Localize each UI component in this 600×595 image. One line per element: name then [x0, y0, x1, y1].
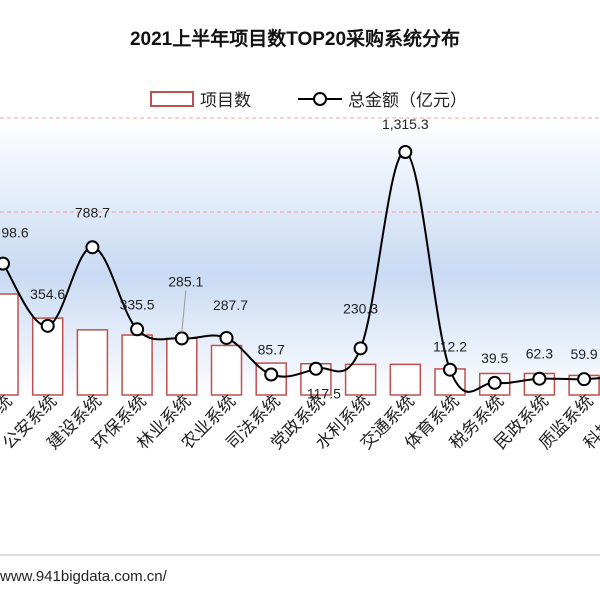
data-label-13: 59.9 [570, 346, 597, 362]
x-ticks-group: 统公安系统建设系统环保系统林业系统农业系统司法系统党政系统水利系统交通系统体育系… [0, 391, 600, 453]
amount-point-7 [308, 361, 323, 376]
amount-point-12 [532, 371, 547, 386]
legend: 项目数 总金额（亿元） [150, 91, 467, 110]
amount-point-6 [264, 367, 279, 382]
data-label-7: 117.5 [307, 386, 341, 402]
amount-point-2 [85, 240, 100, 255]
legend-line-label: 总金额（亿元） [348, 91, 467, 110]
data-label-11: 39.5 [481, 350, 508, 366]
amount-point-4 [174, 331, 189, 346]
data-label-12: 62.3 [526, 346, 553, 362]
data-label-10: 112.2 [433, 339, 467, 355]
bar-2 [76, 329, 109, 396]
legend-line-marker [313, 92, 327, 106]
source-url: www.941bigdata.com.cn/ [0, 568, 167, 585]
legend-bar-label: 项目数 [200, 91, 251, 110]
amount-point-8 [353, 341, 368, 356]
data-label-2: 788.7 [75, 204, 110, 220]
data-label-0: 98.6 [1, 225, 28, 241]
amount-point-11 [487, 375, 502, 390]
label-leader-line [181, 290, 187, 333]
amount-point-0 [0, 256, 10, 271]
line-group [0, 145, 600, 393]
bar-8 [344, 363, 377, 396]
amount-point-5 [219, 330, 234, 345]
data-label-6: 85.7 [258, 341, 285, 357]
data-label-1: 354.6 [30, 286, 65, 302]
amount-point-13 [577, 372, 592, 387]
amount-point-3 [130, 322, 145, 337]
data-label-5: 287.7 [213, 297, 248, 313]
amount-point-1 [40, 318, 55, 333]
bar-4 [166, 337, 198, 396]
chart-title: 2021上半年项目数TOP20采购系统分布 [130, 27, 460, 50]
data-labels-group: 98.6 354.6 788.7 335.5 285.1 287.7 85.7 117.5 23… [1, 116, 598, 402]
data-label-4: 285.1 [168, 273, 203, 289]
legend-bar-swatch [150, 91, 194, 107]
amount-point-10 [443, 362, 457, 377]
data-label-8: 230.3 [343, 300, 378, 316]
data-label-3: 335.5 [120, 296, 155, 312]
bar-0 [0, 293, 19, 396]
amount-point-9 [398, 145, 413, 159]
bar-3 [121, 334, 153, 396]
bar-9 [389, 363, 422, 396]
bar-5 [210, 344, 243, 396]
data-label-9: 1,315.3 [382, 116, 429, 132]
